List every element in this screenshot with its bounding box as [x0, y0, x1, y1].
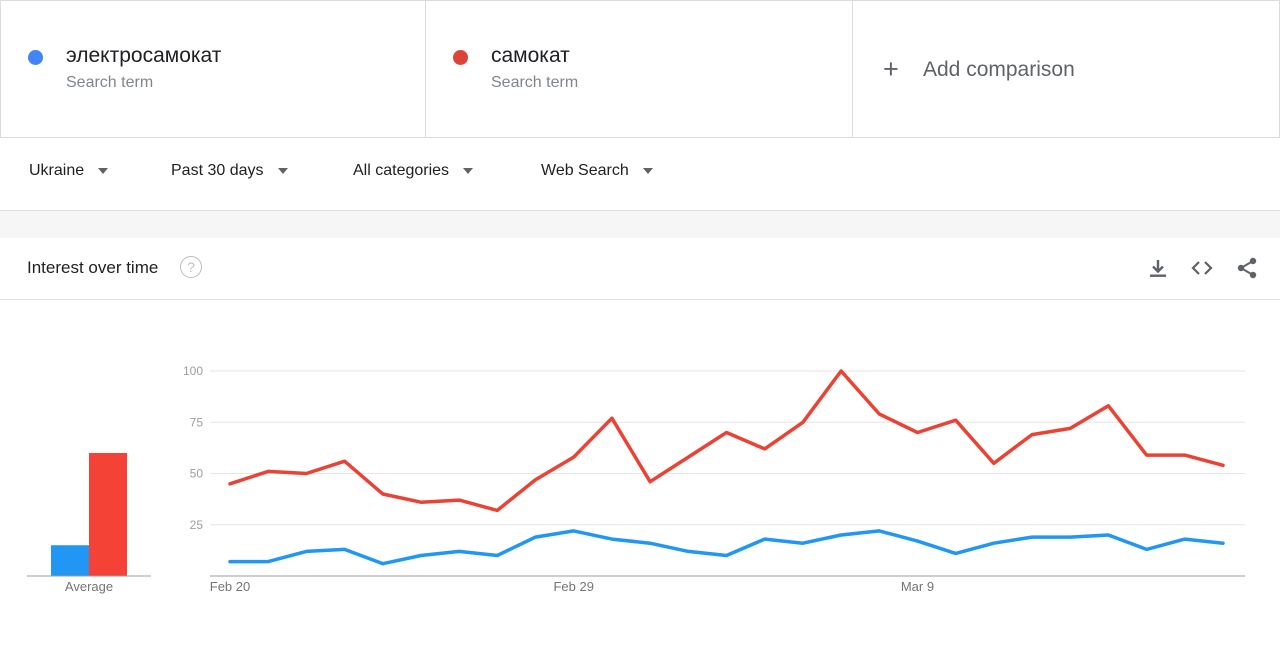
average-label: Average	[65, 579, 113, 594]
term-1-sublabel: Search term	[66, 74, 154, 91]
chevron-down-icon	[463, 168, 474, 174]
search-term-card-1[interactable]: электросамокат Search term	[0, 0, 426, 138]
y-tick-label: 25	[190, 518, 204, 532]
region-dropdown[interactable]: Ukraine	[29, 162, 109, 180]
term-1-label: электросамокат	[66, 44, 222, 67]
term-2-sublabel: Search term	[491, 74, 579, 91]
add-comparison-label: Add comparison	[923, 57, 1075, 81]
term-2-label: самокат	[491, 44, 570, 67]
share-icon[interactable]	[1235, 256, 1259, 280]
plus-icon: +	[883, 54, 899, 84]
time-range-dropdown[interactable]: Past 30 days	[171, 162, 288, 180]
help-icon[interactable]: ?	[180, 256, 202, 278]
term-1-color-dot	[28, 50, 43, 65]
chart-gridlines: 25 50 75 100 Feb 20 Feb 29 Mar 9	[183, 364, 1245, 594]
search-type-dropdown[interactable]: Web Search	[541, 162, 653, 180]
series-line-1	[228, 529, 1225, 566]
category-value: All categories	[353, 162, 450, 179]
average-bar-2	[89, 453, 127, 576]
add-comparison-card[interactable]: + Add comparison	[853, 0, 1280, 138]
time-range-value: Past 30 days	[171, 162, 264, 179]
panel-title: Interest over time	[27, 258, 159, 277]
interest-over-time-panel: Interest over time ? Average 25 50 75 100 Fe…	[0, 238, 1280, 647]
interest-chart: Average 25 50 75 100 Feb 20 Feb 29 Mar 9	[27, 364, 1245, 594]
y-tick-label: 75	[190, 415, 204, 429]
term-2-color-dot	[453, 50, 468, 65]
add-comparison-button[interactable]: + Add comparison	[883, 56, 1075, 83]
search-type-value: Web Search	[541, 162, 629, 179]
y-tick-label: 50	[190, 467, 204, 481]
download-icon[interactable]	[1146, 256, 1170, 280]
average-bar-1	[51, 545, 89, 576]
chart-series	[228, 369, 1225, 566]
x-tick-label: Feb 20	[210, 579, 250, 594]
series-line-2	[228, 369, 1225, 513]
y-tick-label: 100	[183, 364, 203, 378]
chevron-down-icon	[277, 168, 288, 174]
embed-icon[interactable]	[1190, 256, 1214, 280]
chevron-down-icon	[642, 168, 653, 174]
filter-bar: Ukraine Past 30 days All categories Web …	[0, 138, 1280, 211]
x-tick-label: Mar 9	[901, 579, 934, 594]
x-tick-label: Feb 29	[553, 579, 593, 594]
region-value: Ukraine	[29, 162, 85, 179]
category-dropdown[interactable]: All categories	[353, 162, 474, 180]
section-gap	[0, 211, 1280, 238]
panel-header: Interest over time ?	[0, 238, 1280, 300]
comparison-bar: электросамокат Search term самокат Searc…	[0, 0, 1280, 138]
average-bar-chart: Average	[27, 453, 151, 594]
chevron-down-icon	[98, 168, 109, 174]
search-term-card-2[interactable]: самокат Search term	[426, 0, 853, 138]
